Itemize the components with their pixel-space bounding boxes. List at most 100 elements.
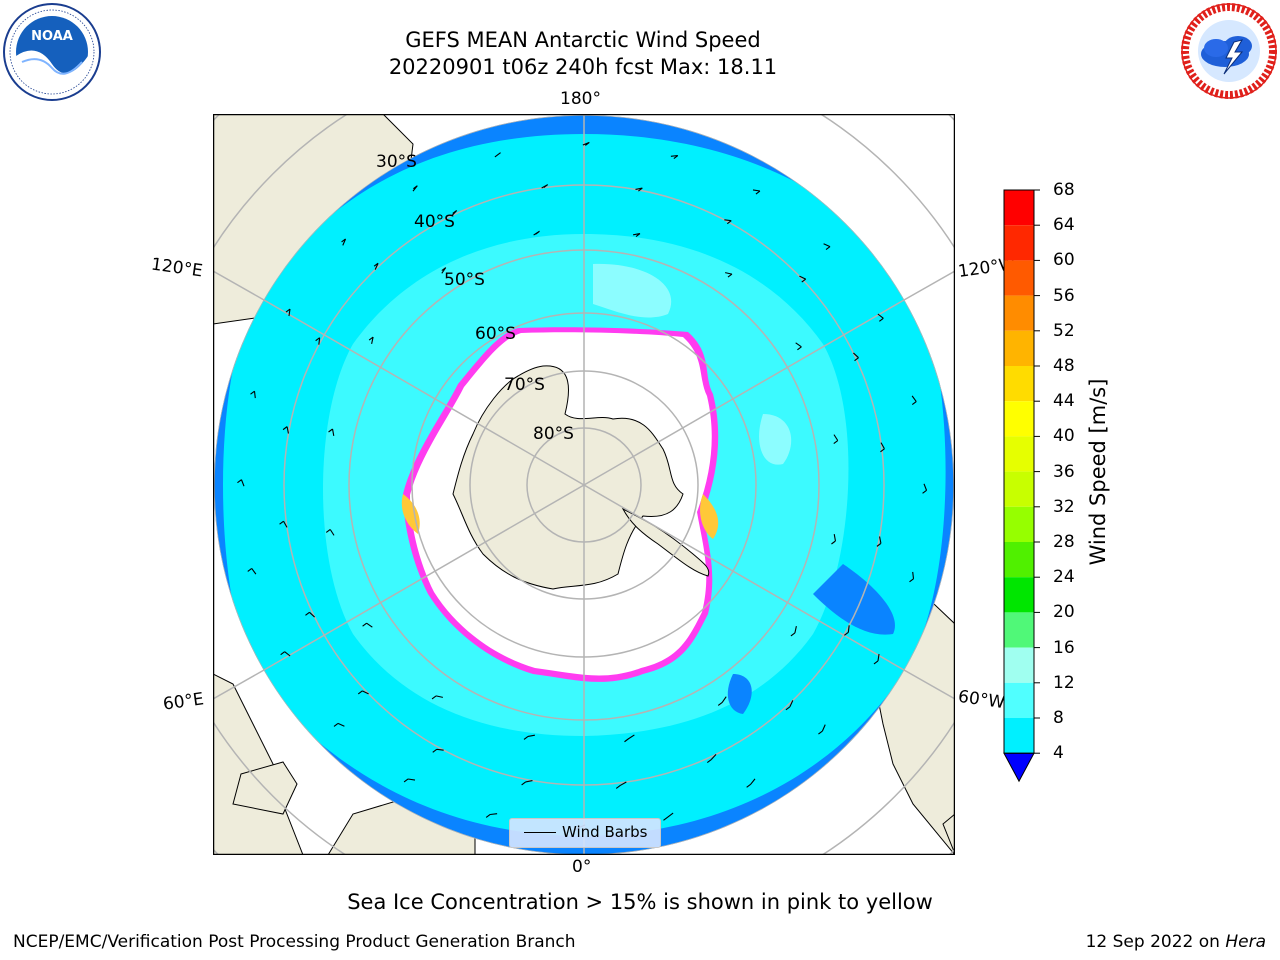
colorbar-label: Wind Speed [m/s] — [1086, 378, 1110, 566]
colorbar-tick-label: 52 — [1053, 320, 1075, 341]
wind-barb — [521, 780, 533, 786]
colorbar-segment — [1004, 506, 1034, 542]
wind-barb — [706, 754, 717, 763]
wind-barb — [403, 778, 416, 783]
footer-machine: Hera — [1225, 932, 1266, 952]
legend-line-swatch — [524, 832, 556, 834]
wind-barb — [790, 626, 797, 637]
lon-label-bottom: 0° — [572, 857, 592, 877]
footer-date: 12 Sep 2022 on Hera — [1086, 932, 1266, 952]
wind-barb — [877, 313, 884, 322]
wind-barb — [823, 243, 831, 251]
colorbar-segment — [1004, 225, 1034, 261]
colorbar-tick-label: 32 — [1053, 496, 1075, 517]
wind-barb — [833, 434, 839, 444]
wind-barb — [523, 734, 535, 740]
lat-label-30: 30°S — [376, 152, 417, 172]
wind-barb — [357, 690, 369, 695]
colorbar-segment — [1004, 295, 1034, 331]
footer-date-text: 12 Sep 2022 on — [1085, 932, 1220, 952]
wind-barb — [485, 813, 498, 818]
colorbar-segment — [1004, 647, 1034, 683]
land-south-america-tip — [942, 813, 955, 855]
colorbar-tick-label: 36 — [1053, 461, 1075, 482]
wind-barb — [911, 395, 917, 405]
wind-barb — [831, 534, 836, 545]
colorbar-tick-label: 68 — [1053, 180, 1075, 200]
wind-barb — [876, 536, 882, 547]
lat-label-60: 60°S — [475, 324, 516, 344]
colorbar-segment — [1004, 682, 1034, 718]
wind-barb — [279, 520, 288, 528]
wind-barb — [795, 342, 802, 351]
colorbar-segment — [1004, 542, 1034, 578]
graticule-outer — [213, 114, 955, 855]
colorbar-tick-label: 12 — [1053, 672, 1075, 693]
wind-barbs — [237, 141, 928, 831]
wind-barb — [717, 696, 727, 706]
wind-barb — [533, 230, 540, 236]
wind-barb — [341, 238, 347, 246]
colorbar-segment — [1004, 401, 1034, 437]
sea-ice-yellow-east — [700, 494, 719, 539]
wind-barb — [285, 308, 291, 317]
wind-barb — [333, 722, 345, 727]
wind-barb — [325, 529, 335, 536]
wind-barb — [328, 428, 335, 436]
wind-barb — [362, 622, 373, 628]
lon-label-upper-left: 120°E — [149, 254, 204, 282]
sea-ice-yellow-west — [401, 494, 420, 534]
colorbar-tick-label: 60 — [1053, 250, 1075, 271]
wind-barb — [431, 695, 443, 700]
chart-title: GEFS MEAN Antarctic Wind Speed — [405, 28, 761, 52]
wind-barb — [799, 275, 807, 283]
wind-barb — [880, 442, 885, 453]
wind-barb — [615, 781, 627, 789]
colorbar-segment — [1004, 471, 1034, 507]
wind-barb — [663, 812, 674, 821]
colorbar-tick-label: 64 — [1053, 215, 1075, 236]
wind-barb — [451, 210, 458, 216]
colorbar-tick-label: 40 — [1053, 426, 1075, 447]
wind-band-4-8-east — [813, 564, 895, 635]
colorbar-tick-label: 24 — [1053, 567, 1075, 588]
wind-barb — [785, 700, 794, 711]
colorbar-tick-label: 48 — [1053, 356, 1075, 376]
colorbar-tick-label: 56 — [1053, 285, 1075, 306]
wind-barb — [237, 479, 245, 487]
colorbar-segment — [1004, 260, 1034, 296]
colorbar-under-arrow — [1003, 752, 1035, 783]
colorbar-tick-label: 20 — [1053, 602, 1075, 623]
lon-label-top: 180° — [560, 89, 601, 109]
wind-barb — [305, 611, 315, 618]
colorbar-segment — [1004, 190, 1034, 226]
noaa-logo-icon: NOAA — [3, 3, 101, 101]
wind-barb — [247, 568, 257, 575]
colorbar-segment — [1004, 612, 1034, 648]
colorbar-segment — [1004, 577, 1034, 613]
wind-barb — [315, 337, 321, 345]
wind-barb — [624, 734, 635, 743]
graticule-longitude — [263, 115, 905, 855]
wind-barb — [432, 748, 444, 753]
colorbar-segment — [1004, 366, 1034, 402]
colorbar-tick-label: 44 — [1053, 391, 1075, 412]
wind-barb — [368, 336, 374, 344]
nws-logo-icon — [1181, 3, 1277, 99]
footer-credit: NCEP/EMC/Verification Post Processing Pr… — [13, 932, 576, 952]
legend-label: Wind Barbs — [562, 823, 648, 841]
map-legend: Wind Barbs — [509, 818, 661, 848]
wind-barb — [746, 778, 756, 788]
wind-barb — [633, 233, 641, 237]
wind-barb — [909, 571, 915, 583]
wind-band-16-20-east — [759, 414, 792, 465]
chart-subtitle: 20220901 t06z 240h fcst Max: 18.11 — [388, 55, 778, 79]
lat-label-70: 70°S — [504, 375, 545, 395]
colorbar-segment — [1004, 330, 1034, 366]
colorbar-segment — [1004, 436, 1034, 472]
wind-band-4-8-south — [727, 674, 752, 714]
colorbar — [1003, 189, 1040, 783]
wind-barb — [541, 184, 549, 189]
wind-barb — [635, 187, 643, 192]
wind-barb — [280, 651, 291, 657]
